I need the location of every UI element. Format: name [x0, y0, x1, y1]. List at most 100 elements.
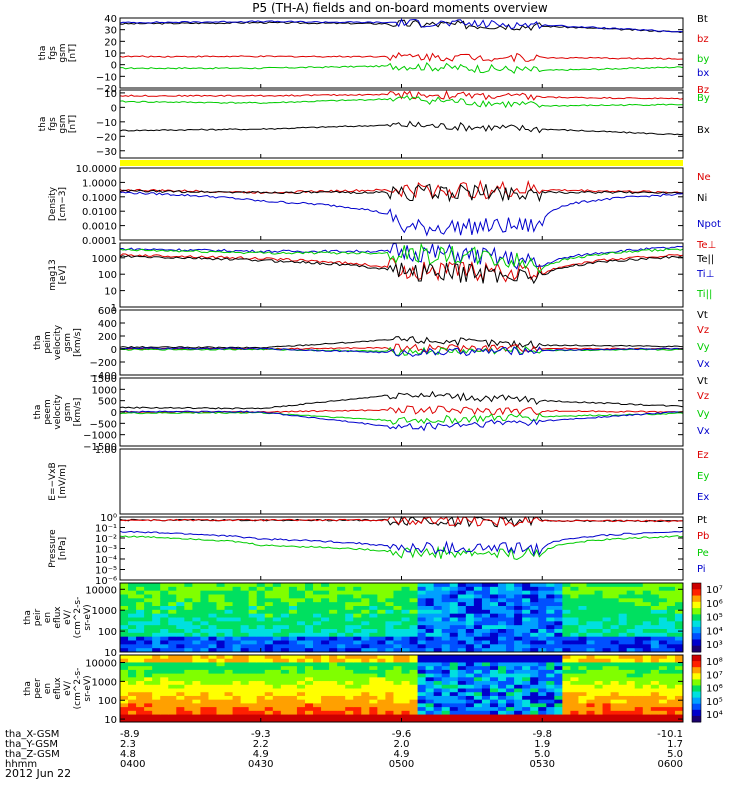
spectrogram-cell	[538, 681, 547, 686]
spectrogram-cell	[272, 621, 282, 626]
spectrogram-cell	[441, 718, 451, 723]
spectrogram-cell	[160, 655, 169, 660]
spectrogram-cell	[248, 636, 258, 641]
spectrogram-cell	[337, 658, 346, 663]
ephemeris-value: 1.7	[667, 739, 683, 750]
spectrogram-cell	[522, 703, 531, 708]
spectrogram-cell	[425, 662, 435, 667]
spectrogram-cell	[296, 629, 306, 634]
y-axis-label-line: gsm	[58, 114, 68, 133]
spectrogram-cell	[441, 699, 451, 704]
spectrogram-cell	[208, 632, 218, 638]
spectrogram-cell	[353, 644, 362, 649]
spectrogram-cell	[144, 710, 153, 716]
spectrogram-cell	[353, 662, 362, 667]
series-line-Vx	[119, 346, 684, 358]
spectrogram-cell	[345, 677, 354, 682]
spectrogram-cell	[264, 625, 274, 630]
spectrogram-cell	[409, 710, 419, 716]
spectrogram-cell	[337, 677, 346, 682]
spectrogram-cell	[176, 703, 185, 708]
spectrogram-cell	[666, 707, 676, 712]
legend-Te⊥: Te⊥	[696, 240, 716, 251]
spectrogram-cell	[546, 662, 555, 667]
spectrogram-cell	[409, 586, 419, 592]
y-tick-label: −10	[96, 118, 117, 129]
spectrogram-cell	[272, 714, 282, 719]
spectrogram-cell	[514, 688, 523, 693]
spectrogram-cell	[514, 629, 523, 634]
spectrogram-cell	[216, 629, 226, 634]
spectrogram-cell	[489, 617, 499, 622]
spectrogram-cell	[642, 648, 652, 653]
spectrogram-cell	[489, 714, 499, 719]
series-line-Pb	[119, 515, 684, 527]
spectrogram-cell	[457, 590, 467, 595]
spectrogram-cell	[562, 583, 571, 588]
spectrogram-cell	[313, 710, 322, 716]
series-line-Pi	[119, 530, 684, 557]
spectrogram-cell	[208, 710, 218, 716]
spectrogram-cell	[184, 677, 193, 682]
spectrogram-cell	[240, 677, 250, 682]
spectrogram-cell	[481, 710, 491, 716]
legend-Bx: Bx	[697, 125, 710, 136]
spectrogram-cell	[176, 669, 185, 675]
spectrogram-cell	[208, 625, 218, 630]
y-axis-label-line: Density	[48, 186, 58, 221]
spectrogram-cell	[160, 666, 169, 671]
spectrogram-cell	[385, 718, 394, 723]
spectrogram-cell	[136, 606, 145, 611]
spectrogram-cell	[385, 590, 394, 595]
spectrogram-cell	[417, 684, 427, 689]
series-line-Bx	[119, 120, 684, 136]
spectrogram-cell	[465, 632, 475, 638]
spectrogram-cell	[618, 669, 628, 675]
spectrogram-cell	[216, 640, 226, 645]
spectrogram-cell	[232, 613, 242, 618]
spectrogram-cell	[168, 710, 177, 716]
spectrogram-cell	[337, 621, 346, 626]
y-axis-label-line: eV/	[63, 680, 73, 696]
spectrogram-cell	[481, 669, 491, 675]
spectrogram-cell	[136, 695, 145, 701]
legend-Bz: Bz	[697, 85, 709, 96]
spectrogram-cell	[626, 594, 636, 599]
spectrogram-cell	[321, 606, 330, 611]
spectrogram-cell	[554, 703, 563, 708]
spectrogram-cell	[650, 648, 660, 653]
spectrogram-cell	[594, 684, 604, 689]
spectrogram-cell	[329, 583, 338, 588]
spectrogram-cell	[658, 710, 668, 716]
spectrogram-cell	[313, 613, 322, 618]
y-axis-label-line: tha	[38, 46, 48, 61]
spectrogram-cell	[425, 695, 435, 701]
spectrogram-cell	[176, 695, 185, 701]
spectrogram-cell	[401, 714, 411, 719]
spectrogram-cell	[152, 621, 161, 626]
spectrogram-cell	[280, 669, 290, 675]
y-axis-label-line: tha	[23, 610, 33, 625]
spectrogram-cell	[626, 662, 636, 667]
spectrogram-cell	[666, 583, 676, 588]
spectrogram-cell	[160, 617, 169, 622]
spectrogram-cell	[288, 602, 298, 607]
y-tick-label: 100	[98, 270, 117, 281]
spectrogram-cell	[457, 648, 467, 653]
spectrogram-cell	[272, 590, 282, 595]
spectrogram-cell	[144, 673, 153, 678]
spectrogram-cell	[642, 695, 652, 701]
spectrogram-cell	[176, 684, 185, 689]
spectrogram-cell	[369, 695, 378, 701]
spectrogram-cell	[626, 586, 636, 592]
spectrogram-cell	[433, 617, 443, 622]
spectrogram-cell	[288, 688, 298, 693]
spectrogram-cell	[345, 648, 354, 653]
spectrogram-cell	[401, 655, 411, 660]
spectrogram-cell	[594, 662, 604, 667]
spectrogram-cell	[650, 681, 660, 686]
panel-density: NeNiNpot10.00001.00000.10000.01000.00100…	[48, 164, 721, 247]
spectrogram-cell	[578, 677, 587, 682]
spectrogram-cell	[417, 662, 427, 667]
